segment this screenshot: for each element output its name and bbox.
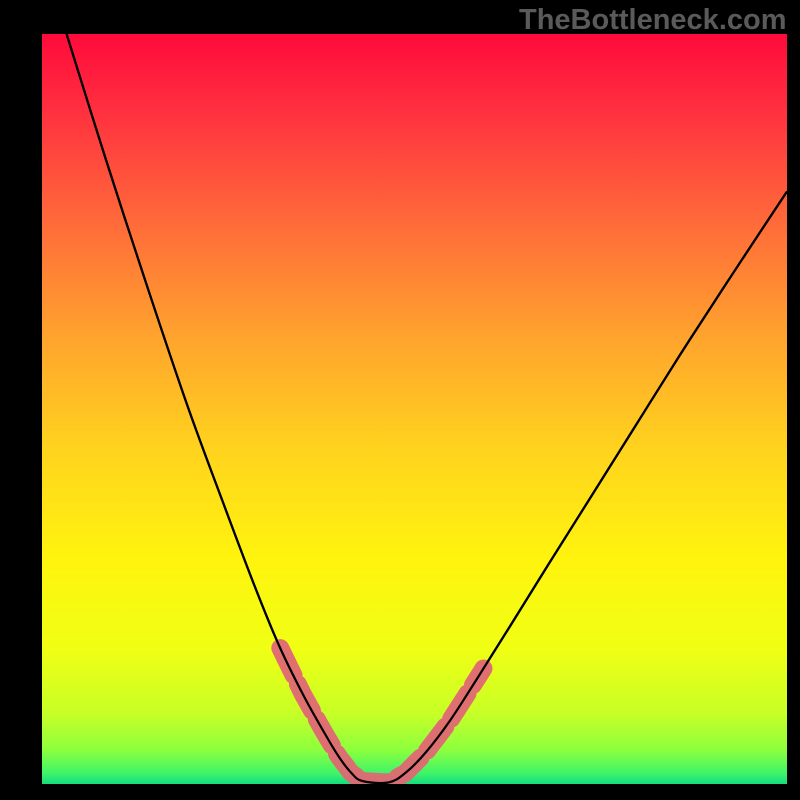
plot-area [42, 34, 787, 784]
bottleneck-curve-top [67, 34, 787, 783]
curve-layer [42, 34, 787, 784]
bottleneck-curve [67, 34, 787, 783]
watermark-text: TheBottleneck.com [519, 4, 787, 37]
chart-canvas: TheBottleneck.com [0, 0, 800, 800]
